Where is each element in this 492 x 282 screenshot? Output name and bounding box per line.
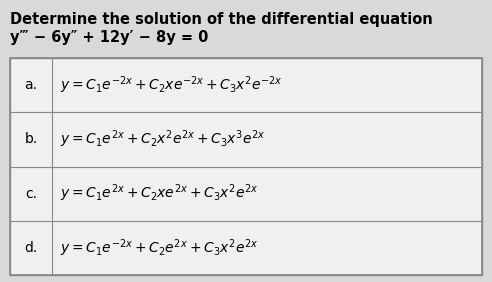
Text: d.: d. bbox=[25, 241, 37, 255]
Text: $y = C_1e^{-2x} + C_2e^{2x} + C_3x^2e^{2x}$: $y = C_1e^{-2x} + C_2e^{2x} + C_3x^2e^{2… bbox=[60, 237, 258, 259]
Text: y‴ − 6y″ + 12y′ − 8y = 0: y‴ − 6y″ + 12y′ − 8y = 0 bbox=[10, 30, 209, 45]
Text: $y = C_1e^{2x} + C_2x^2e^{2x} + C_3x^3e^{2x}$: $y = C_1e^{2x} + C_2x^2e^{2x} + C_3x^3e^… bbox=[60, 129, 266, 150]
Text: $y = C_1e^{-2x} + C_2xe^{-2x} + C_3x^2e^{-2x}$: $y = C_1e^{-2x} + C_2xe^{-2x} + C_3x^2e^… bbox=[60, 74, 283, 96]
Text: a.: a. bbox=[25, 78, 37, 92]
Text: $y = C_1e^{2x} + C_2xe^{2x} + C_3x^2e^{2x}$: $y = C_1e^{2x} + C_2xe^{2x} + C_3x^2e^{2… bbox=[60, 183, 258, 204]
Text: c.: c. bbox=[25, 187, 37, 201]
Text: b.: b. bbox=[25, 132, 37, 146]
Bar bbox=[10, 58, 482, 275]
Bar bbox=[10, 58, 482, 275]
Text: Determine the solution of the differential equation: Determine the solution of the differenti… bbox=[10, 12, 433, 27]
